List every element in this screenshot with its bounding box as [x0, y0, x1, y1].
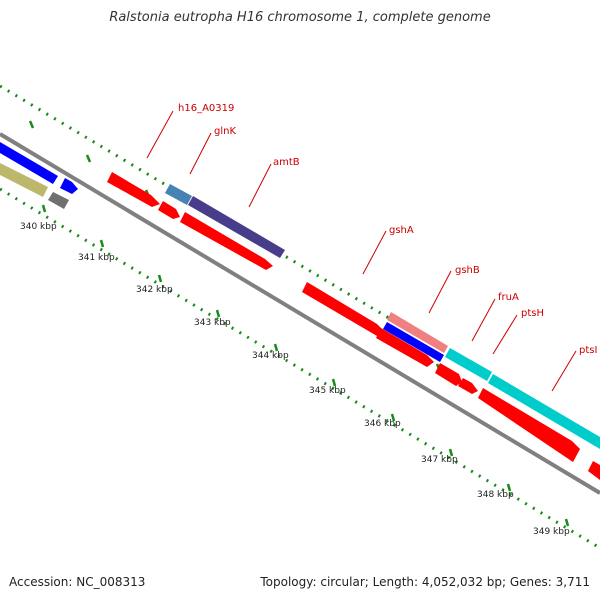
gene-label-gshB: gshB — [455, 265, 480, 276]
gene-feature-red-lower[interactable] — [478, 388, 580, 462]
gene-feature-red-small[interactable] — [158, 201, 180, 219]
gene-feature-fruA[interactable] — [445, 348, 492, 381]
label-line-amtB — [248, 163, 272, 208]
gene-label-gshA: gshA — [389, 225, 414, 236]
map-title: Ralstonia eutropha H16 chromosome 1, com… — [109, 10, 491, 25]
outer-major-ticks — [28, 120, 558, 441]
gene-feature-red-long[interactable] — [180, 212, 273, 270]
accession-text: Accession: NC_008313 — [9, 575, 146, 589]
kbp-label: 345 kbp — [309, 386, 346, 396]
gene-label-fruA: fruA — [498, 292, 519, 303]
major-tick — [506, 483, 512, 492]
major-tick — [273, 343, 279, 352]
gene-feature-khaki[interactable] — [0, 163, 48, 197]
label-line-glnK — [189, 132, 212, 175]
gene-feature-red-edge[interactable] — [588, 461, 600, 480]
gene-labels: h16_A0319 glnK amtB gshA gshB fruA ptsH … — [178, 103, 597, 356]
major-tick — [85, 154, 92, 163]
label-line-h16_A0319 — [146, 110, 174, 159]
inner-major-ticks — [41, 204, 570, 527]
gene-feature-glnK[interactable] — [165, 184, 192, 205]
kbp-label: 343 kbp — [194, 318, 231, 328]
kbp-label: 341 kbp — [78, 253, 115, 263]
gene-feature-amtB[interactable] — [188, 196, 285, 258]
kbp-label: 349 kbp — [533, 527, 570, 537]
gene-features — [0, 142, 600, 480]
major-tick — [41, 204, 47, 213]
gene-feature-blue-bar[interactable] — [383, 322, 444, 362]
label-line-ptsH — [492, 314, 518, 355]
kbp-label: 347 kbp — [421, 455, 458, 465]
major-tick — [215, 309, 221, 318]
gene-label-h16_A0319: h16_A0319 — [178, 103, 234, 114]
kbp-label: 348 kbp — [477, 490, 514, 500]
major-tick — [331, 378, 337, 387]
major-tick — [448, 448, 454, 457]
gene-feature-blue-arrow[interactable] — [60, 178, 78, 194]
gene-label-ptsI: ptsI — [579, 345, 597, 356]
gene-feature-ptsI[interactable] — [488, 374, 600, 449]
kbp-label: 344 kbp — [252, 351, 289, 361]
gene-label-lines — [146, 110, 577, 392]
major-tick — [28, 120, 35, 129]
major-tick — [564, 518, 570, 527]
kbp-label: 346 kbp — [364, 419, 401, 429]
major-tick — [99, 239, 105, 248]
gene-feature-gray[interactable] — [48, 192, 69, 209]
label-line-ptsI — [551, 350, 577, 392]
gene-label-glnK: glnK — [214, 126, 236, 137]
kbp-label: 340 kbp — [20, 222, 57, 232]
major-tick — [390, 413, 396, 422]
label-line-gshA — [362, 230, 387, 275]
gene-feature-ptsH[interactable] — [435, 363, 462, 386]
gene-feature-red-arrow-small[interactable] — [458, 378, 478, 394]
gene-feature-red-mid[interactable] — [376, 328, 434, 367]
gene-label-ptsH: ptsH — [521, 308, 544, 319]
gene-feature-h16_A0319[interactable] — [107, 172, 160, 207]
gene-feature-blue[interactable] — [0, 142, 58, 184]
label-line-gshB — [428, 270, 452, 314]
chromosome-backbone — [0, 132, 600, 495]
gene-feature-gshB[interactable] — [387, 312, 448, 353]
kbp-label: 342 kbp — [136, 285, 173, 295]
gene-label-amtB: amtB — [273, 157, 300, 168]
major-tick — [157, 274, 163, 283]
gene-feature-gshA[interactable] — [302, 282, 384, 336]
kbp-labels: 340 kbp 341 kbp 342 kbp 343 kbp 344 kbp … — [20, 222, 570, 537]
genome-info-text: Topology: circular; Length: 4,052,032 bp… — [260, 575, 590, 589]
label-line-fruA — [471, 298, 496, 342]
